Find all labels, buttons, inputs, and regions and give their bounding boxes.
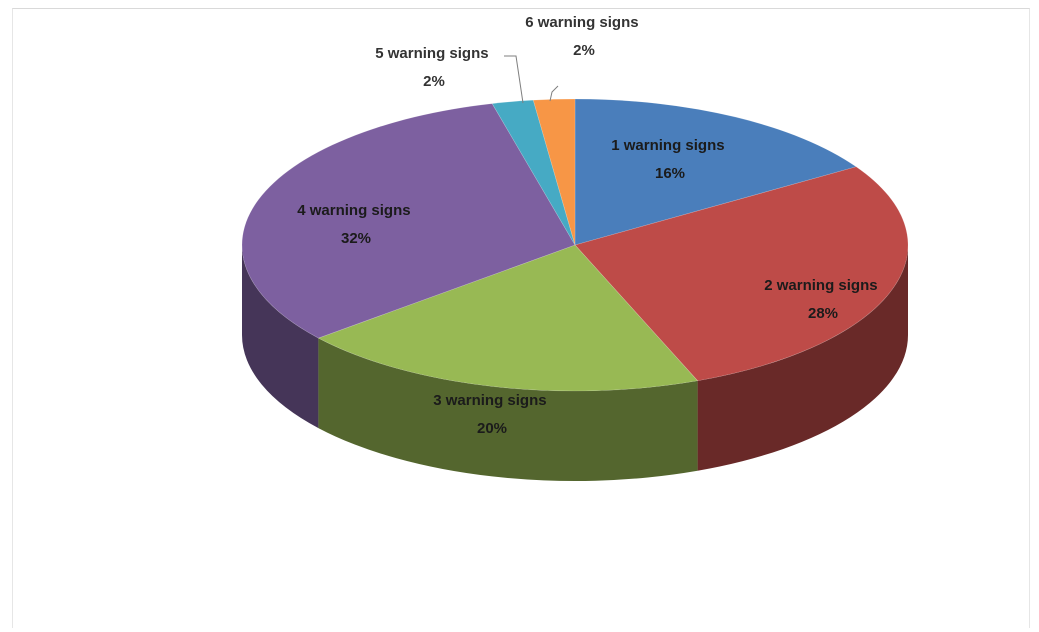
slice-value-2: 28% <box>808 305 838 322</box>
slice-label-5: 5 warning signs 2% <box>375 45 493 90</box>
slice-value-1: 16% <box>655 165 685 182</box>
slice-value-5: 2% <box>423 73 445 90</box>
slice-category-5: 5 warning signs <box>375 45 488 62</box>
slice-side-4 <box>242 245 319 429</box>
slice-value-6: 2% <box>573 42 595 59</box>
slice-value-3: 20% <box>477 420 507 437</box>
slice-category-1: 1 warning signs <box>611 137 724 154</box>
pie-slice-5 <box>491 99 576 246</box>
slice-label-4: 4 warning signs 32% <box>297 202 415 247</box>
slice-label-1: 1 warning signs 16% <box>611 137 729 182</box>
slice-category-2: 2 warning signs <box>764 277 877 294</box>
slice-label-2: 2 warning signs 28% <box>764 277 882 322</box>
slice-side-3 <box>318 338 698 481</box>
slice-category-6: 6 warning signs <box>525 14 638 31</box>
pie-slice-3 <box>317 244 699 392</box>
leader-line-5 <box>504 55 524 104</box>
pie-slice-1 <box>574 98 857 246</box>
leader-line-6 <box>549 85 559 102</box>
pie-slice-2 <box>574 166 909 382</box>
slice-label-3: 3 warning signs 20% <box>433 392 551 437</box>
slice-value-4: 32% <box>341 230 371 247</box>
pie-slice-4 <box>241 103 576 339</box>
slice-side-2 <box>697 245 908 471</box>
chart-frame <box>12 8 1030 628</box>
slice-label-6: 6 warning signs 2% <box>525 14 643 59</box>
slice-category-3: 3 warning signs <box>433 392 546 409</box>
pie-slice-6 <box>532 98 576 246</box>
slice-category-4: 4 warning signs <box>297 202 410 219</box>
